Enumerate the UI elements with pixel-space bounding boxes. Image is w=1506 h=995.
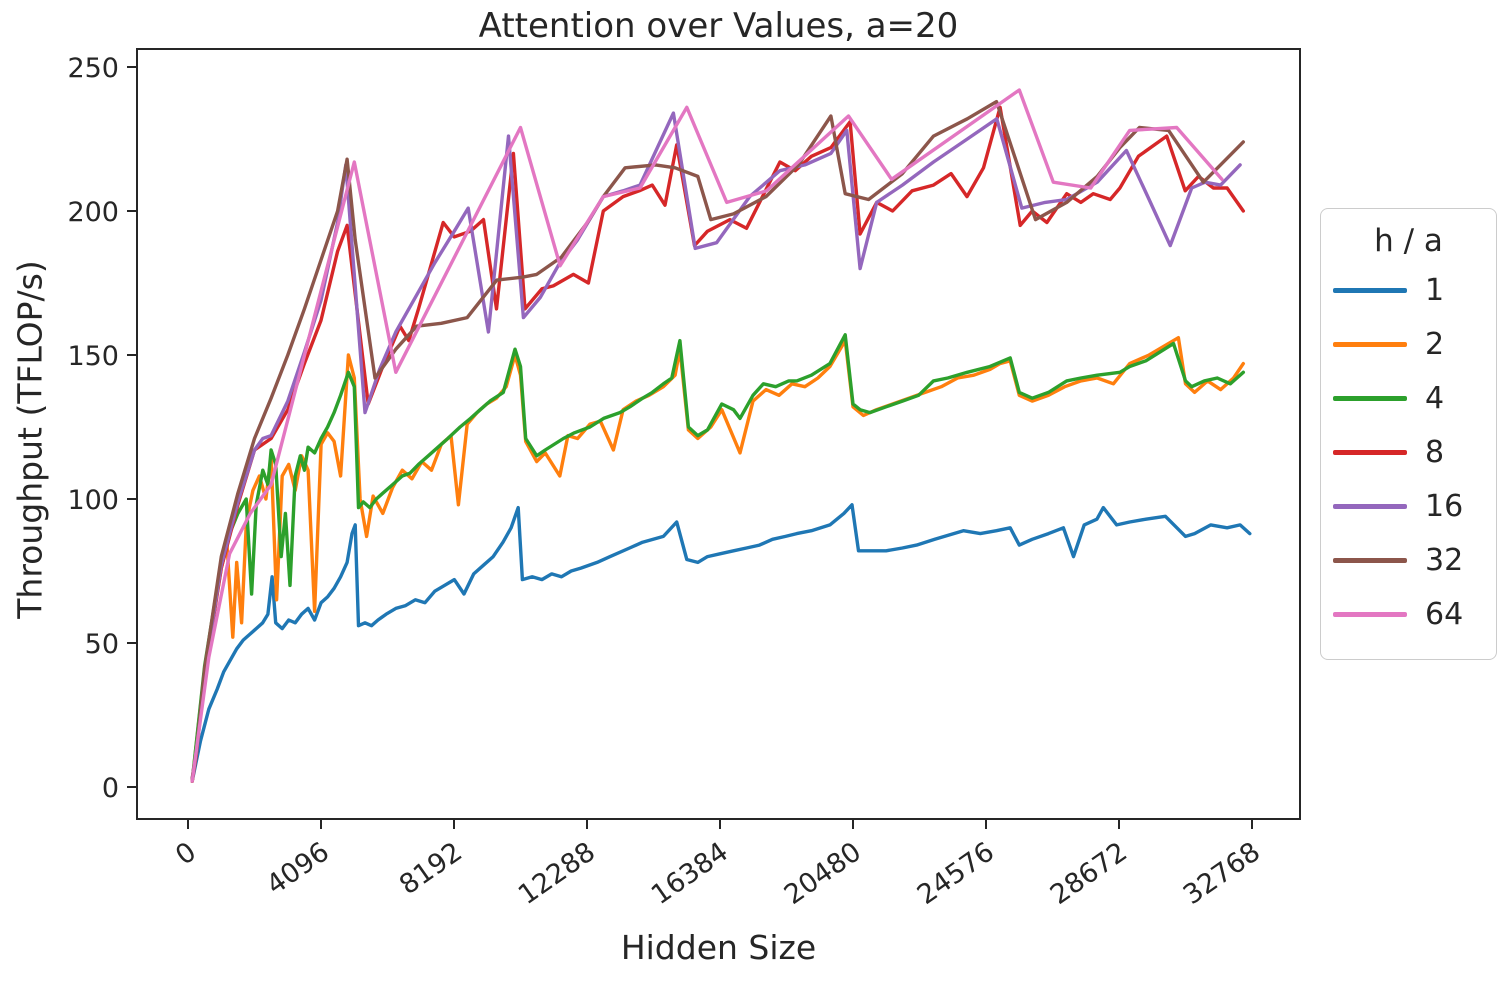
y-tick-label: 150 (67, 341, 119, 372)
legend-items: 1 2 4 8 16 32 64 (1321, 263, 1496, 641)
legend-line-swatch-2 (1333, 341, 1407, 347)
legend-line-swatch-4 (1333, 395, 1407, 401)
series-line-16 (190, 111, 1242, 781)
y-tick-label: 100 (67, 485, 119, 516)
legend-line-swatch-16 (1333, 503, 1407, 509)
legend-label-16: 16 (1425, 488, 1464, 524)
series-line-8 (190, 105, 1246, 783)
legend-label-32: 32 (1425, 542, 1464, 578)
legend-item-32: 32 (1321, 533, 1496, 587)
y-tick-label: 0 (102, 773, 119, 804)
x-tick-label: 8192 (394, 836, 468, 901)
x-tick-label: 16384 (646, 836, 734, 911)
legend-line-swatch-64 (1333, 611, 1407, 617)
legend-item-2: 2 (1321, 317, 1496, 371)
x-tick-label: 24576 (912, 836, 1000, 911)
x-tick-label: 20480 (779, 836, 867, 911)
x-tick-label: 32768 (1178, 836, 1266, 911)
x-tick-label: 12288 (513, 836, 601, 911)
series-line-4 (190, 333, 1246, 783)
x-tick-label: 28672 (1045, 836, 1133, 911)
y-axis-label: Throughput (TFLOP/s) (10, 260, 50, 619)
x-axis-label: Hidden Size (620, 928, 817, 967)
legend-item-64: 64 (1321, 587, 1496, 641)
series-line-1 (190, 503, 1252, 783)
y-tick-label: 200 (67, 197, 119, 228)
series-line-32 (190, 99, 1246, 781)
series-line-2 (190, 336, 1246, 783)
y-tick-label: 50 (85, 629, 119, 660)
legend-item-8: 8 (1321, 425, 1496, 479)
legend-line-swatch-32 (1333, 557, 1407, 563)
legend-item-4: 4 (1321, 371, 1496, 425)
chart-title: Attention over Values, a=20 (478, 6, 959, 46)
legend-label-2: 2 (1425, 326, 1445, 362)
legend-item-1: 1 (1321, 263, 1496, 317)
legend-title: h / a (1374, 223, 1443, 259)
plot-spines (136, 48, 1301, 820)
x-tick-label: 0 (170, 836, 202, 871)
legend-line-swatch-1 (1333, 287, 1407, 293)
legend-line-swatch-8 (1333, 449, 1407, 455)
legend-label-8: 8 (1425, 434, 1445, 470)
series-line-64 (190, 88, 1224, 783)
legend-label-64: 64 (1425, 596, 1464, 632)
legend-label-1: 1 (1425, 272, 1445, 308)
legend-label-4: 4 (1425, 380, 1445, 416)
legend-item-16: 16 (1321, 479, 1496, 533)
legend-box: h / a 1 2 4 8 16 32 64 (1320, 208, 1497, 660)
y-tick-label: 250 (67, 53, 119, 84)
x-tick-label: 4096 (261, 836, 335, 901)
